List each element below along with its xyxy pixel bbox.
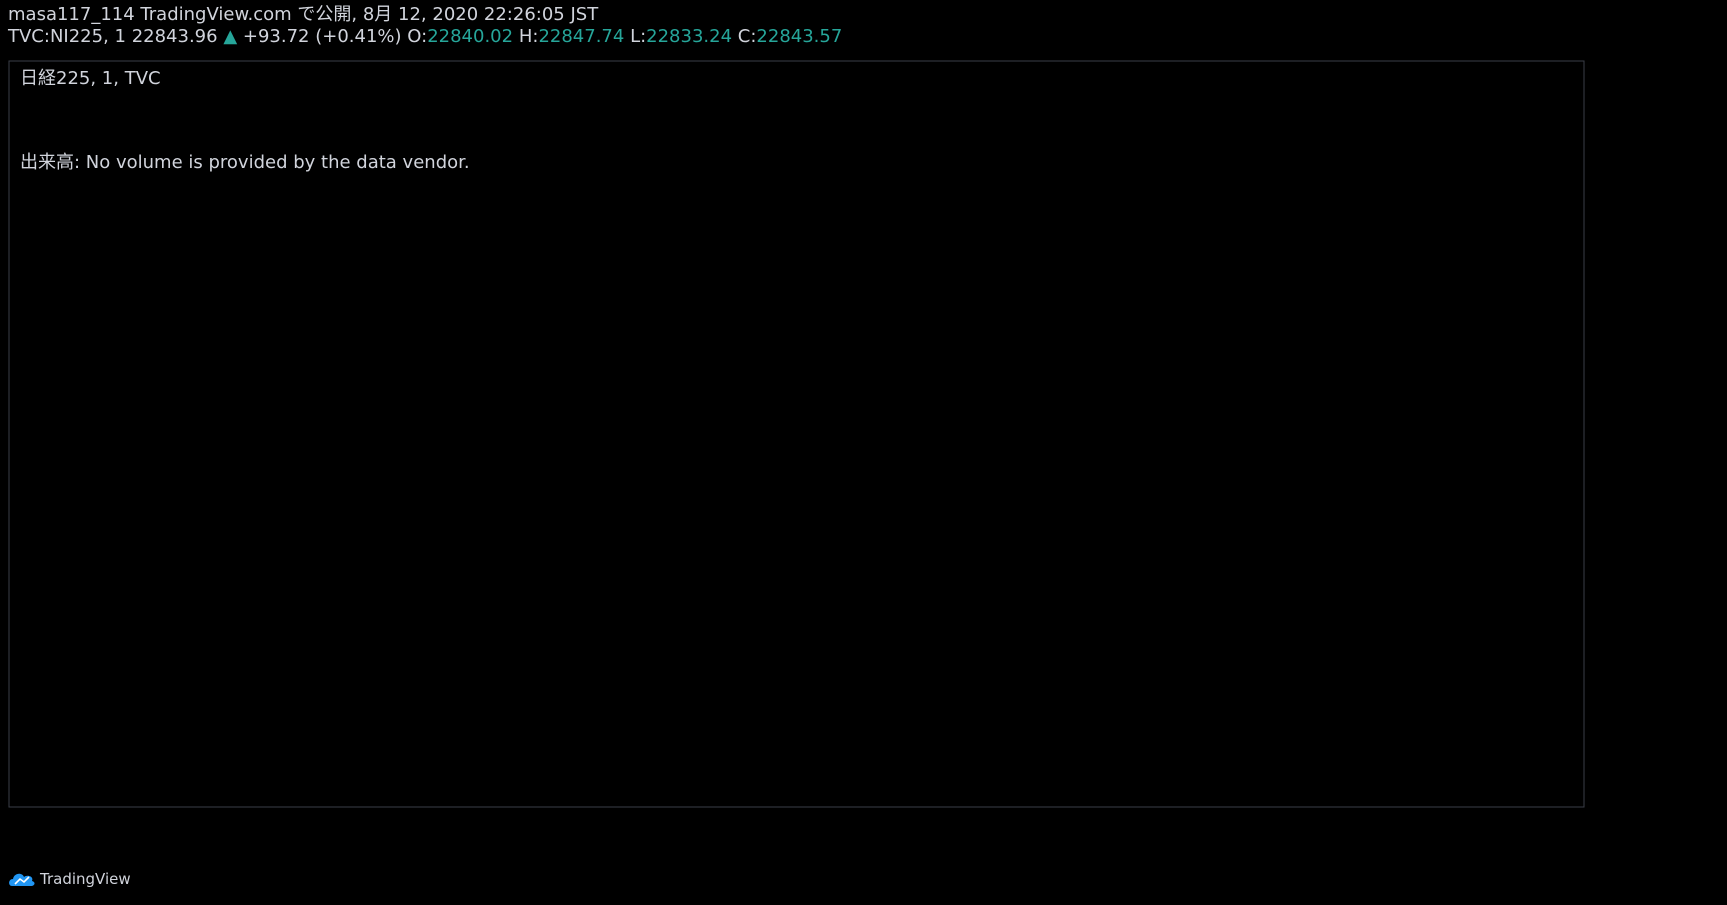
plot-frame — [8, 60, 1585, 808]
h-value: 22847.74 — [538, 26, 625, 47]
c-label: C: — [737, 26, 757, 47]
header: masa117_114 TradingView.com で公開, 8月 12, … — [8, 4, 842, 48]
header-quote: TVC:NI225, 1 22843.96 ▲ +93.72 (+0.41%) … — [8, 26, 842, 48]
footer: TradingView — [8, 870, 131, 888]
l-value: 22833.24 — [646, 26, 733, 47]
symbol-legend: 日経225, 1, TVC — [20, 68, 161, 89]
symbol: TVC:NI225, 1 22843.96 — [8, 26, 218, 47]
change: +93.72 (+0.41%) — [242, 26, 402, 47]
c-value: 22843.57 — [756, 26, 843, 47]
h-label: H: — [518, 26, 539, 47]
legend: 日経225, 1, TVC 出来高: No volume is provided… — [20, 68, 470, 173]
o-value: 22840.02 — [427, 26, 514, 47]
brand: TradingView — [40, 870, 131, 888]
l-label: L: — [630, 26, 647, 47]
logo — [9, 873, 35, 886]
o-label: O: — [407, 26, 428, 47]
volume-note: 出来高: No volume is provided by the data v… — [20, 152, 470, 173]
header-title: masa117_114 TradingView.com で公開, 8月 12, … — [8, 4, 599, 25]
arrow: ▲ — [223, 26, 238, 47]
